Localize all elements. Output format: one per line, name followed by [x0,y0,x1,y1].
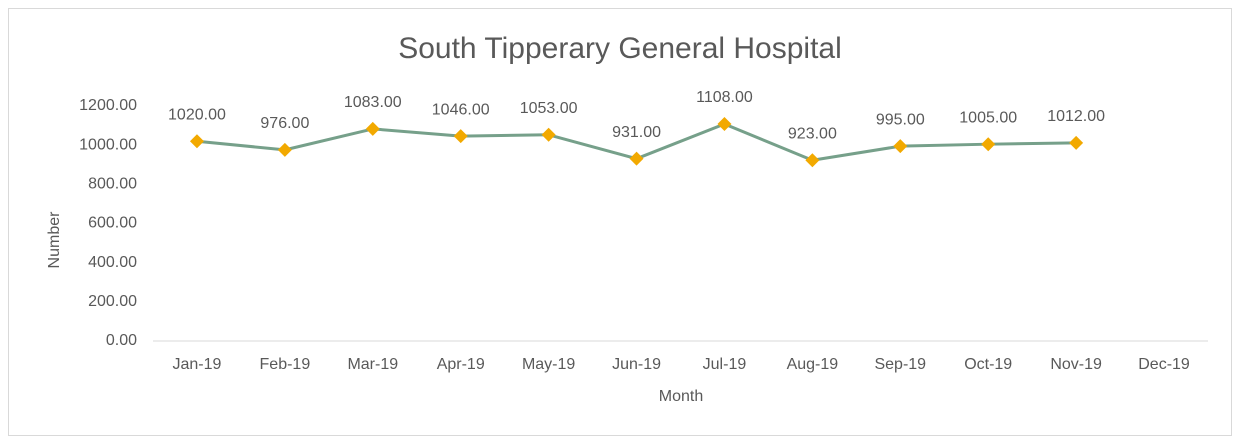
data-label: 931.00 [612,124,661,141]
data-marker [805,153,820,168]
y-tick-label: 800.00 [88,176,137,193]
data-label: 1005.00 [959,109,1017,126]
data-marker [629,151,644,166]
data-marker [277,142,292,157]
x-tick-label: Dec-19 [1138,356,1190,373]
x-axis-title: Month [659,388,703,405]
y-axis-title: Number [46,211,63,269]
x-tick-label: Sep-19 [874,356,926,373]
data-label: 1046.00 [432,101,490,118]
x-tick-label: Apr-19 [437,356,485,373]
x-tick-label: Jun-19 [612,356,661,373]
data-marker [365,121,380,136]
data-label: 995.00 [876,111,925,128]
data-label: 923.00 [788,125,837,142]
y-tick-label: 1200.00 [79,97,137,114]
data-label: 1083.00 [344,94,402,111]
chart-border [8,8,1232,436]
x-tick-label: Jul-19 [703,356,747,373]
data-label: 1012.00 [1047,108,1105,125]
y-tick-label: 0.00 [106,332,137,349]
data-marker [981,137,996,152]
data-label: 1108.00 [696,89,753,106]
x-tick-label: Aug-19 [787,356,839,373]
chart-title: South Tipperary General Hospital [398,32,842,65]
data-marker [189,134,204,149]
x-tick-label: May-19 [522,356,575,373]
x-tick-label: Feb-19 [260,356,311,373]
data-marker [893,139,908,154]
y-tick-label: 1000.00 [79,136,137,153]
y-tick-label: 400.00 [88,254,137,271]
data-marker [1069,135,1084,150]
data-marker [717,117,732,132]
data-label: 976.00 [260,115,309,132]
data-label: 1020.00 [168,106,226,123]
x-tick-label: Jan-19 [172,356,221,373]
x-tick-label: Oct-19 [964,356,1012,373]
data-marker [453,129,468,144]
y-tick-label: 600.00 [88,215,137,232]
y-tick-label: 200.00 [88,293,137,310]
x-tick-label: Nov-19 [1050,356,1102,373]
data-label: 1053.00 [520,100,578,117]
data-marker [541,127,556,142]
x-tick-label: Mar-19 [347,356,398,373]
